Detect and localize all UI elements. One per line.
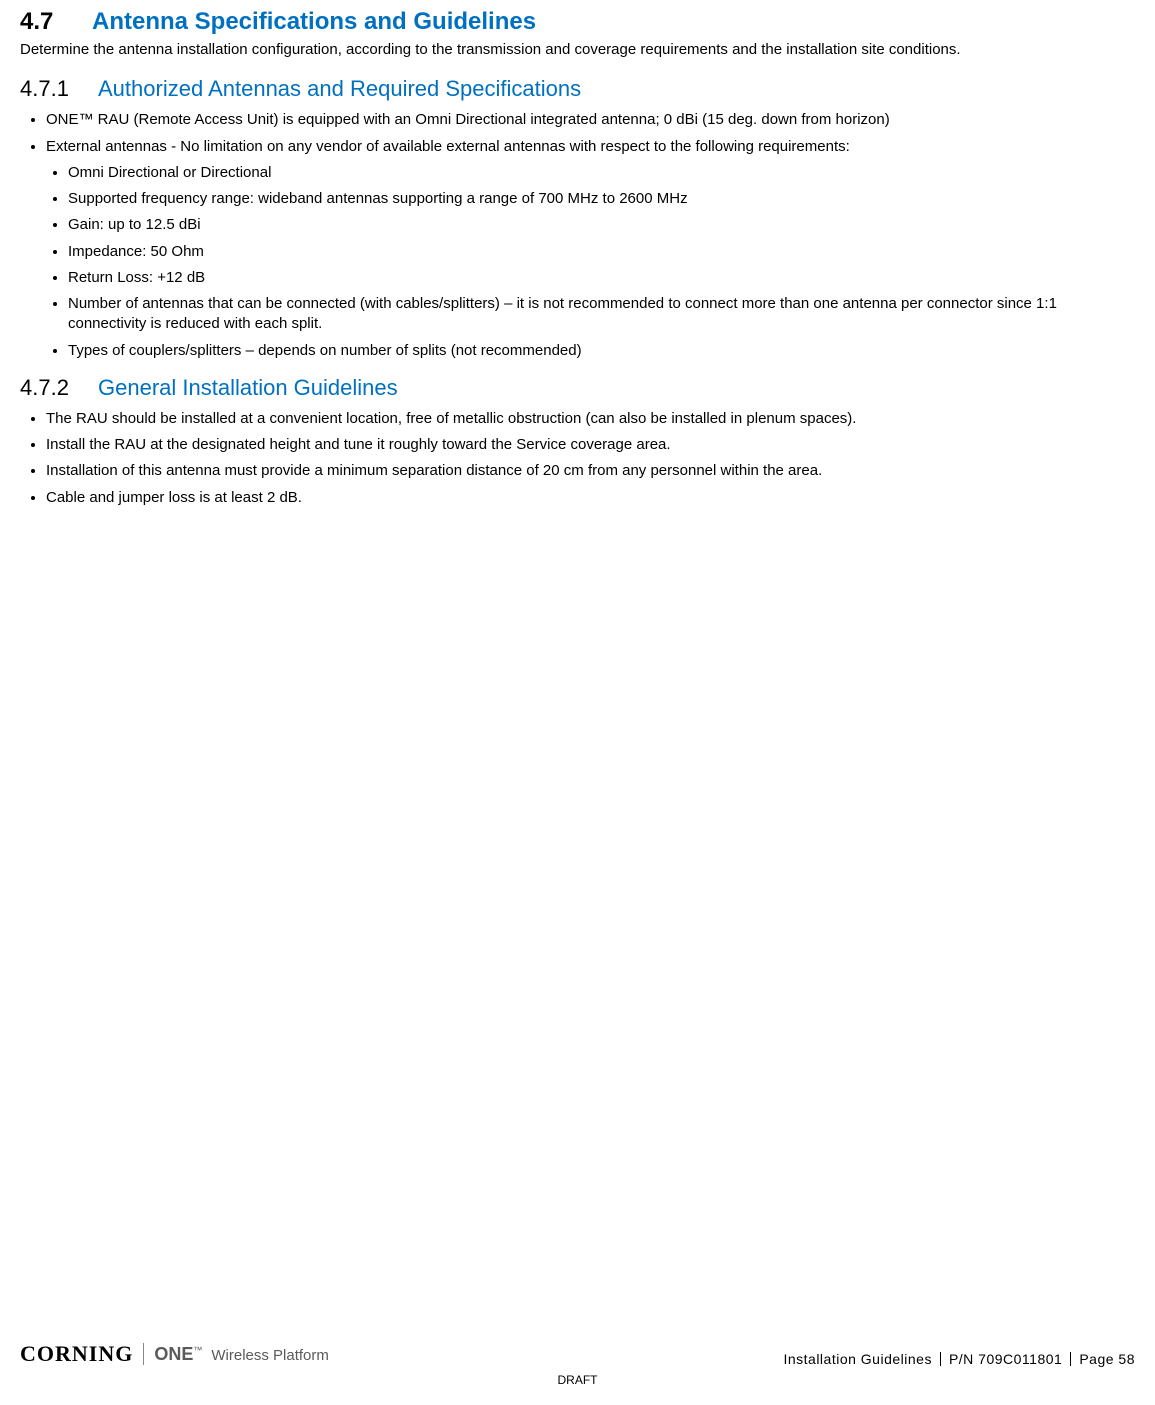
subsection-1-heading: 4.7.1 Authorized Antennas and Required S… [20,76,1135,102]
list-item: ONE™ RAU (Remote Access Unit) is equippe… [46,110,1135,130]
subsection-2-heading: 4.7.2 General Installation Guidelines [20,375,1135,401]
list-item: Return Loss: +12 dB [68,268,1135,288]
list-item: Gain: up to 12.5 dBi [68,215,1135,235]
product-tagline: Wireless Platform [211,1347,329,1364]
list-item: Cable and jumper loss is at least 2 dB. [46,488,1135,508]
subsection-1-title: Authorized Antennas and Required Specifi… [98,76,581,102]
doc-title: Installation Guidelines [783,1351,931,1367]
list-item: Impedance: 50 Ohm [68,242,1135,262]
page-number: Page 58 [1079,1351,1135,1367]
list-item: Supported frequency range: wideband ante… [68,189,1135,209]
section-title: Antenna Specifications and Guidelines [92,8,536,36]
section-heading: 4.7 Antenna Specifications and Guideline… [20,8,1135,36]
list-item-text: External antennas - No limitation on any… [46,138,850,155]
list-item: Omni Directional or Directional [68,163,1135,183]
product-logo: ONE™ Wireless Platform [154,1344,329,1365]
subsection-2-list: The RAU should be installed at a conveni… [20,409,1135,508]
subsection-1-number: 4.7.1 [20,76,98,102]
trademark-symbol: ™ [193,1345,202,1355]
subsection-1-list: ONE™ RAU (Remote Access Unit) is equippe… [20,110,1135,361]
footer-branding: CORNING ONE™ Wireless Platform [20,1341,329,1367]
page-footer: CORNING ONE™ Wireless Platform Installat… [0,1341,1155,1387]
subsection-1-sublist: Omni Directional or Directional Supporte… [46,163,1135,361]
list-item: Types of couplers/splitters – depends on… [68,341,1135,361]
document-page: 4.7 Antenna Specifications and Guideline… [0,8,1155,508]
list-item: The RAU should be installed at a conveni… [46,409,1135,429]
subsection-2-number: 4.7.2 [20,375,98,401]
meta-divider [1070,1352,1071,1366]
list-item: External antennas - No limitation on any… [46,137,1135,361]
product-name: ONE [154,1344,193,1364]
section-intro: Determine the antenna installation confi… [20,40,1135,60]
list-item: Number of antennas that can be connected… [68,294,1135,335]
footer-meta: Installation Guidelines P/N 709C011801 P… [783,1351,1135,1367]
meta-divider [940,1352,941,1366]
brand-divider [143,1343,144,1365]
list-item: Install the RAU at the designated height… [46,435,1135,455]
brand-logo: CORNING [20,1341,133,1367]
draft-label: DRAFT [20,1373,1135,1387]
subsection-2-title: General Installation Guidelines [98,375,398,401]
footer-top-row: CORNING ONE™ Wireless Platform Installat… [20,1341,1135,1367]
list-item: Installation of this antenna must provid… [46,461,1135,481]
section-number: 4.7 [20,8,92,36]
part-number: P/N 709C011801 [949,1351,1062,1367]
